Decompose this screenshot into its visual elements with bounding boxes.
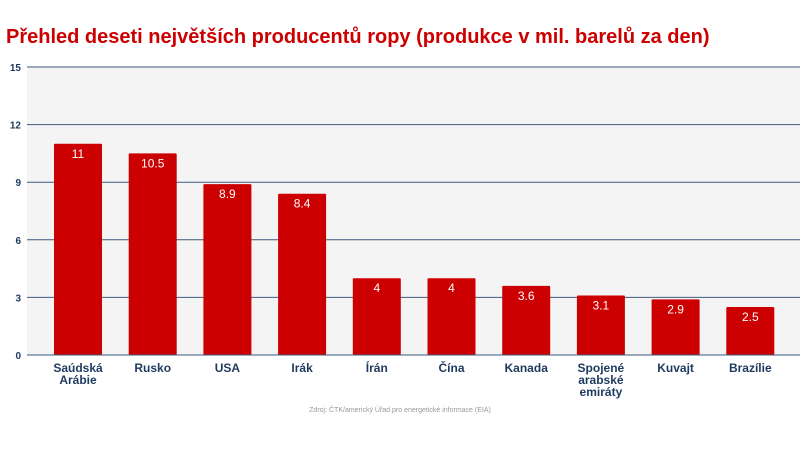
- bar: [352, 278, 401, 355]
- bar: [651, 299, 700, 355]
- data-label: 3.1: [593, 298, 610, 312]
- data-label: 3.6: [518, 289, 535, 303]
- x-tick-label: Kuvajt: [657, 361, 694, 375]
- x-tick-label: Kanada: [505, 361, 549, 375]
- chart-title: Přehled deseti největších producentů rop…: [6, 26, 710, 48]
- x-tick-label: Arábie: [59, 373, 97, 387]
- bar: [427, 278, 476, 355]
- x-tick-label: emiráty: [580, 385, 623, 399]
- data-label: 8.4: [294, 197, 311, 211]
- x-tick-label: Irák: [291, 361, 313, 375]
- data-label: 8.9: [219, 187, 236, 201]
- bar: [576, 295, 625, 355]
- data-label: 4: [448, 281, 455, 295]
- bar: [203, 184, 252, 355]
- x-tick-label: Brazílie: [729, 361, 772, 375]
- x-tick-label: Rusko: [134, 361, 171, 375]
- x-tick-label: Saúdská: [53, 361, 103, 375]
- y-tick-label: 12: [10, 121, 22, 132]
- y-tick-label: 15: [10, 63, 22, 74]
- data-label: 4: [373, 281, 380, 295]
- data-label: 2.9: [667, 302, 684, 316]
- bar: [502, 285, 551, 355]
- y-tick-label: 9: [15, 178, 21, 189]
- data-label: 11: [72, 147, 85, 161]
- data-label: 2.5: [742, 310, 759, 324]
- bar: [278, 193, 327, 355]
- bar: [54, 143, 102, 355]
- y-tick-label: 3: [15, 293, 21, 304]
- x-tick-label: USA: [215, 361, 241, 375]
- source-note: Zdroj: ČTK/americký Úřad pro energetické…: [309, 407, 491, 414]
- y-tick-label: 0: [15, 351, 21, 362]
- y-tick-label: 6: [15, 236, 21, 247]
- x-tick-label: Spojené: [578, 361, 625, 375]
- bar: [128, 153, 177, 355]
- x-tick-label: arabské: [578, 373, 624, 387]
- x-tick-label: Írán: [366, 360, 388, 375]
- bar: [726, 307, 775, 355]
- x-tick-label: Čína: [438, 360, 464, 375]
- data-label: 10.5: [141, 156, 165, 170]
